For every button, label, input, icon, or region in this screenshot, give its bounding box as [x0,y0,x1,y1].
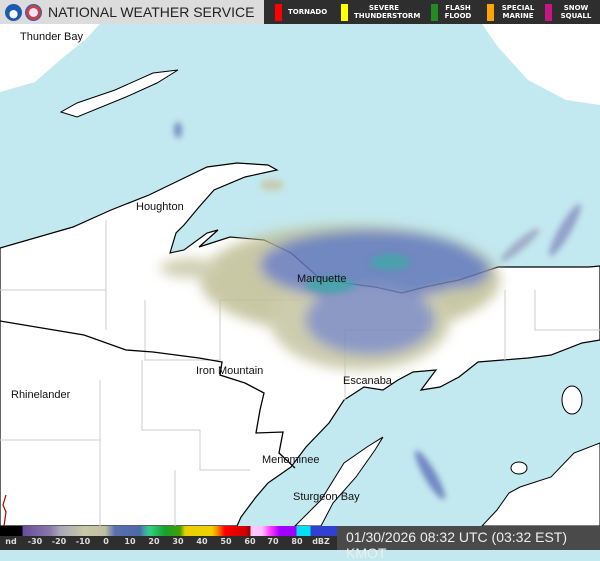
echo-band [415,450,445,500]
warning-label: SEVERE THUNDERSTORM [354,4,421,20]
echo-cell [174,122,182,138]
legend-tick: 0 [103,537,109,546]
city-label: Escanaba [343,375,392,387]
warning-tornado: TORNADO [275,3,335,21]
legend-tick: -10 [75,537,91,546]
legend-tick: -30 [27,537,43,546]
tornado-swatch [275,3,282,21]
legend-tick: 20 [148,537,160,546]
severe-swatch [341,3,348,21]
echo-heavy [305,277,355,293]
warning-label: TORNADO [288,8,328,16]
warning-label: SNOW SQUALL [560,4,592,20]
warning-special-marine: SPECIAL MARINE [487,3,539,21]
city-label: Iron Mountain [196,365,264,377]
city-label: Rhinelander [11,389,71,401]
road [2,494,7,526]
door-peninsula [294,436,384,526]
marine-swatch [487,3,494,21]
legend-tick: 50 [220,537,232,546]
color-scale-bar [0,526,337,536]
ontario-east [482,24,600,105]
echo-light [160,258,220,278]
flood-swatch [431,3,438,21]
noaa-logo [5,3,22,21]
city-label: Sturgeon Bay [293,491,360,503]
legend-tick: 10 [124,537,136,546]
city-label: Houghton [136,201,184,213]
timestamp: 01/30/2026 08:32 UTC (03:32 EST) KMOT [337,526,600,561]
lower-michigan [481,442,600,526]
warning-label: FLASH FLOOD [444,4,472,20]
echo-moderate [305,285,435,355]
state-border [0,320,296,469]
legend-tick: dBZ [312,537,330,546]
echo-band [500,228,540,262]
legend-tick: -20 [51,537,67,546]
isle-royale [59,69,179,118]
warning-legend: TORNADO SEVERE THUNDERSTORM FLASH FLOOD … [264,0,600,24]
echo-band [549,203,581,257]
legend-tick: 60 [244,537,256,546]
reflectivity-legend: nd -30 -20 -10 0 10 20 30 40 50 60 70 80… [0,526,337,550]
echo-moderate [430,252,490,288]
legend-tick: 40 [196,537,208,546]
warning-snow-squall: SNOW SQUALL [545,3,594,21]
island [510,461,528,475]
nws-logo [25,3,42,21]
echo-cell [260,179,284,191]
legend-tick: 30 [172,537,184,546]
page-title: NATIONAL WEATHER SERVICE [48,4,255,20]
legend-tick: 70 [267,537,279,546]
island [561,385,583,415]
warning-severe-thunderstorm: SEVERE THUNDERSTORM [341,3,425,21]
radar-map[interactable] [0,24,600,526]
city-label: Marquette [297,273,347,285]
radar-echoes [160,122,581,500]
warning-flash-flood: FLASH FLOOD [431,3,481,21]
header: NATIONAL WEATHER SERVICE TORNADO SEVERE … [0,0,600,24]
ontario-west [0,24,100,92]
legend-tick: 80 [291,537,303,546]
squall-swatch [545,3,552,21]
city-label: Menominee [262,454,320,466]
legend-tick: nd [5,537,17,546]
city-label: Thunder Bay [20,31,83,43]
warning-label: SPECIAL MARINE [501,4,535,20]
echo-heavy [370,254,410,270]
brand: NATIONAL WEATHER SERVICE [0,0,264,24]
